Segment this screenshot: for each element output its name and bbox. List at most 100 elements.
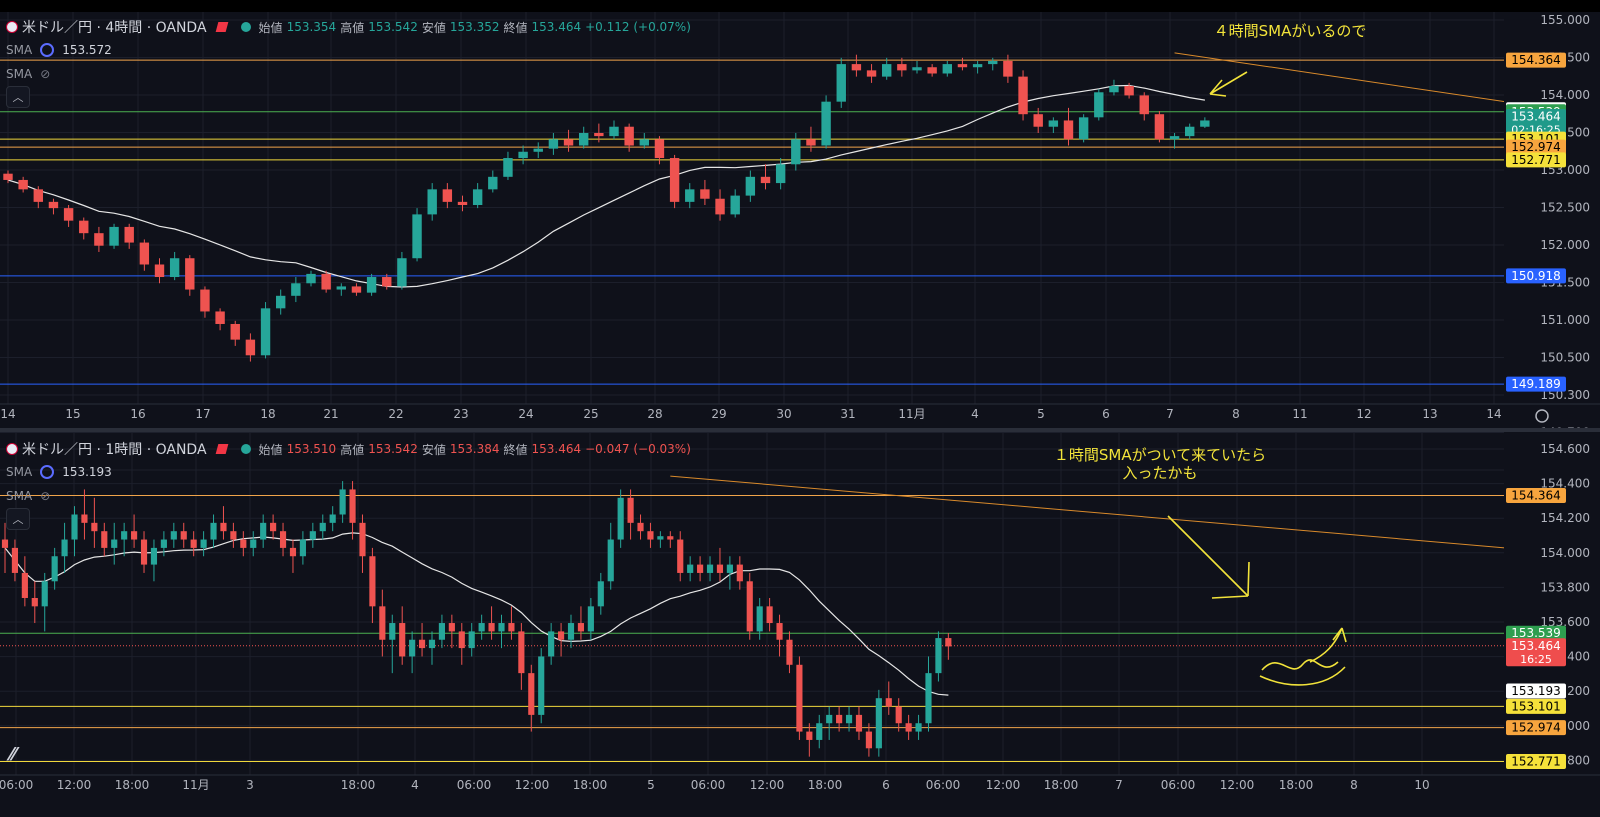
trendline[interactable] <box>670 475 1600 590</box>
candle[interactable] <box>124 223 134 249</box>
candle[interactable] <box>109 223 119 249</box>
candle[interactable] <box>1154 111 1165 143</box>
candle[interactable] <box>382 273 392 290</box>
candle[interactable] <box>279 522 287 557</box>
candle[interactable] <box>700 179 710 205</box>
candle[interactable] <box>528 664 535 732</box>
candle[interactable] <box>776 614 783 657</box>
candle[interactable] <box>935 631 942 682</box>
candle[interactable] <box>736 556 743 590</box>
candle[interactable] <box>677 531 684 582</box>
candle[interactable] <box>597 572 604 615</box>
price-tag-yellow[interactable] <box>1506 753 1566 769</box>
candle[interactable] <box>746 572 753 640</box>
candle[interactable] <box>260 302 271 359</box>
candle[interactable] <box>71 506 78 557</box>
candle[interactable] <box>816 714 823 749</box>
candle[interactable] <box>875 689 882 757</box>
candle[interactable] <box>791 132 801 171</box>
candle[interactable] <box>200 286 210 318</box>
price-tag-orange[interactable] <box>1506 487 1566 503</box>
candle[interactable] <box>427 183 437 221</box>
candle[interactable] <box>579 126 589 149</box>
candle[interactable] <box>1124 82 1134 99</box>
candle[interactable] <box>139 239 150 271</box>
candle[interactable] <box>1 522 9 573</box>
candle[interactable] <box>637 514 644 540</box>
candle[interactable] <box>882 57 892 80</box>
candle[interactable] <box>806 723 813 757</box>
candle[interactable] <box>533 142 543 159</box>
candle[interactable] <box>624 123 634 152</box>
candle[interactable] <box>18 176 28 193</box>
candle[interactable] <box>836 57 846 108</box>
candle[interactable] <box>488 170 498 193</box>
candle[interactable] <box>185 255 195 296</box>
candle[interactable] <box>1048 117 1059 133</box>
candle[interactable] <box>349 481 356 540</box>
candle[interactable] <box>11 539 19 582</box>
candle[interactable] <box>796 656 803 740</box>
price-tag-orange[interactable] <box>1506 139 1566 155</box>
candle[interactable] <box>351 283 362 296</box>
candle[interactable] <box>409 631 416 674</box>
candle[interactable] <box>140 531 148 573</box>
candle[interactable] <box>180 522 187 548</box>
candle[interactable] <box>230 522 237 548</box>
price-tag-orange[interactable] <box>1506 720 1566 736</box>
candle[interactable] <box>654 136 665 165</box>
candle[interactable] <box>250 531 257 557</box>
candle[interactable] <box>988 57 998 71</box>
candle[interactable] <box>399 606 406 665</box>
candle[interactable] <box>1185 123 1195 140</box>
candle[interactable] <box>607 522 614 590</box>
candle[interactable] <box>697 556 704 582</box>
candle[interactable] <box>438 614 445 649</box>
candle[interactable] <box>230 320 240 346</box>
candle[interactable] <box>726 556 733 590</box>
candle[interactable] <box>1169 132 1180 149</box>
price-axis[interactable] <box>1504 12 1600 404</box>
candle[interactable] <box>548 132 559 155</box>
candle[interactable] <box>775 158 786 190</box>
candle[interactable] <box>942 60 952 77</box>
candle[interactable] <box>478 614 485 640</box>
candle[interactable] <box>121 522 128 557</box>
candle[interactable] <box>821 95 831 149</box>
candle[interactable] <box>1078 114 1089 143</box>
candle[interactable] <box>1003 54 1013 83</box>
candle[interactable] <box>885 681 892 715</box>
candle[interactable] <box>687 556 694 582</box>
sma-line[interactable] <box>7 84 1205 288</box>
candle[interactable] <box>79 217 89 240</box>
candle[interactable] <box>306 270 316 287</box>
price-tag-red[interactable] <box>1506 638 1566 667</box>
candle[interactable] <box>336 283 346 296</box>
candle[interactable] <box>685 183 695 209</box>
candle[interactable] <box>150 539 158 582</box>
candle[interactable] <box>131 514 138 548</box>
candle[interactable] <box>548 623 555 665</box>
candle[interactable] <box>905 714 912 740</box>
candle[interactable] <box>270 514 277 540</box>
candle[interactable] <box>245 333 256 362</box>
candle[interactable] <box>639 132 649 149</box>
candle[interactable] <box>457 195 468 212</box>
candle[interactable] <box>806 126 816 152</box>
candle[interactable] <box>442 183 453 209</box>
gear-icon[interactable] <box>1535 409 1549 423</box>
candle[interactable] <box>617 489 624 548</box>
candle[interactable] <box>31 581 38 624</box>
candle[interactable] <box>851 54 862 77</box>
candle[interactable] <box>48 198 59 215</box>
candle[interactable] <box>897 57 907 77</box>
candle[interactable] <box>845 706 853 732</box>
candle[interactable] <box>51 547 58 590</box>
candle[interactable] <box>200 531 207 557</box>
candle[interactable] <box>756 597 763 640</box>
candle[interactable] <box>1109 79 1119 96</box>
candle[interactable] <box>240 531 247 557</box>
candle[interactable] <box>518 623 525 690</box>
candle[interactable] <box>716 547 724 582</box>
